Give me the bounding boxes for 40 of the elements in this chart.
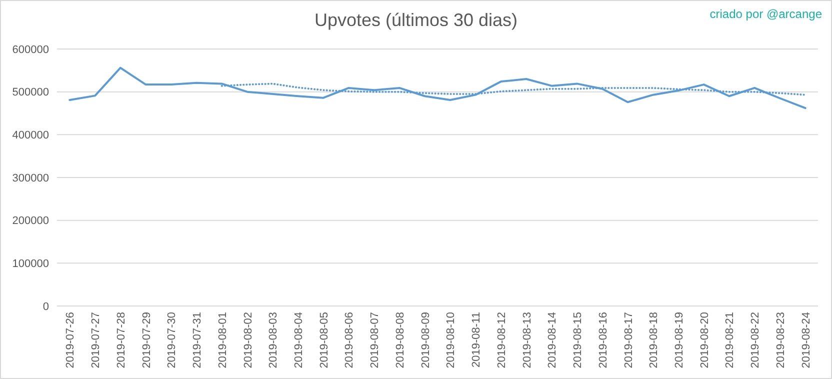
- x-tick-label: 2019-08-05: [318, 312, 330, 368]
- x-tick-label: 2019-08-07: [369, 312, 382, 368]
- x-tick-label: 2019-07-29: [140, 312, 153, 368]
- y-tick-label: 600000: [12, 44, 49, 56]
- x-tick-label: 2019-08-20: [698, 312, 711, 368]
- x-tick-label: 2019-08-12: [496, 312, 508, 368]
- y-tick-label: 500000: [12, 86, 49, 99]
- y-tick-label: 200000: [12, 215, 49, 228]
- y-tick-label: 0: [42, 300, 49, 313]
- x-tick-label: 2019-08-13: [521, 312, 534, 368]
- x-tick-label: 2019-08-22: [750, 312, 762, 368]
- x-tick-label: 2019-08-11: [470, 312, 483, 368]
- x-tick-label: 2019-08-21: [724, 312, 736, 368]
- y-tick-label: 100000: [12, 258, 49, 270]
- text: criado por @arcange: [710, 7, 822, 21]
- x-tick-label: 2019-07-31: [192, 312, 204, 368]
- x-tick-label: 2019-07-28: [115, 312, 128, 368]
- y-tick-label: 300000: [12, 172, 49, 184]
- x-tick-label: 2019-08-16: [597, 312, 610, 368]
- x-tick-label: 2019-08-03: [268, 312, 280, 368]
- x-tick-label: 2019-08-23: [774, 312, 787, 368]
- x-tick-label: 2019-08-19: [673, 312, 686, 368]
- line-series: [68, 66, 806, 110]
- x-tick-label: 2019-08-15: [572, 312, 584, 368]
- x-tick-label: 2019-08-02: [242, 312, 254, 368]
- x-tick-label: 2019-08-01: [216, 312, 229, 368]
- x-tick-label: 2019-08-17: [622, 312, 635, 368]
- chart-title: Upvotes (últimos 30 dias): [314, 10, 518, 30]
- x-tick-label: 2019-07-27: [90, 312, 102, 368]
- x-tick-label: 2019-08-09: [420, 312, 432, 368]
- x-tick-label: 2019-08-04: [292, 312, 305, 368]
- y-tick-label: 400000: [12, 130, 49, 142]
- x-tick-label: 2019-08-06: [344, 312, 356, 368]
- x-tick-label: 2019-07-30: [166, 312, 178, 368]
- x-tick-label: 2019-08-08: [394, 312, 406, 368]
- x-tick-label: 2019-08-18: [648, 312, 660, 368]
- x-tick-label: 2019-08-10: [445, 312, 458, 368]
- x-tick-label: 2019-07-26: [64, 312, 77, 368]
- x-tick-label: 2019-08-24: [800, 312, 812, 368]
- x-tick-label: 2019-08-14: [546, 312, 559, 368]
